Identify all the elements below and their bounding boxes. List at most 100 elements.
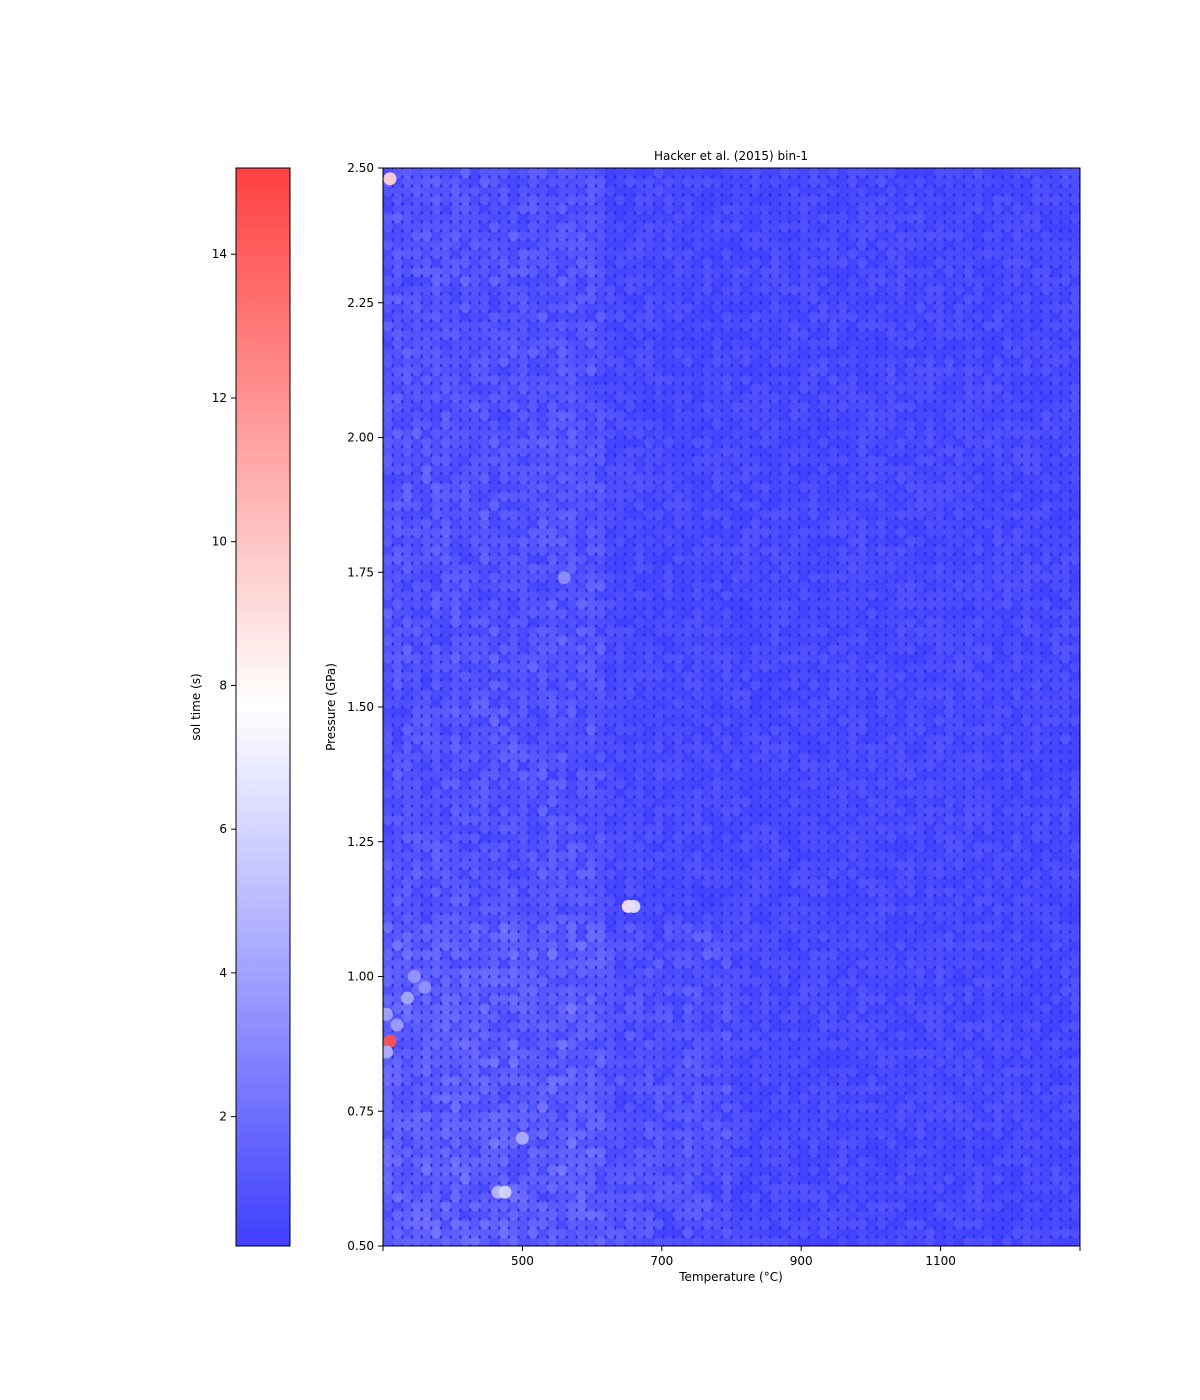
data-point: [663, 1100, 674, 1113]
data-point: [963, 984, 974, 996]
data-point: [460, 1118, 471, 1131]
data-point: [789, 1100, 800, 1113]
data-point: [915, 1047, 926, 1059]
data-point: [837, 1226, 849, 1239]
data-point: [1011, 1100, 1023, 1113]
data-point: [856, 1011, 868, 1023]
data-point: [760, 1002, 771, 1014]
data-point: [682, 1065, 694, 1077]
data-point: [644, 1127, 655, 1140]
data-point: [953, 993, 965, 1005]
data-point: [489, 1074, 500, 1086]
data-point: [876, 948, 887, 960]
data-point: [547, 1065, 558, 1077]
data-point: [895, 1065, 907, 1077]
data-point: [915, 1100, 926, 1113]
data-point: [1002, 1038, 1013, 1050]
data-point: [392, 912, 403, 924]
data-point: [498, 1208, 510, 1221]
data-point: [673, 1199, 684, 1212]
data-point: [450, 1074, 461, 1086]
data-point: [740, 1109, 752, 1122]
data-point: [827, 1118, 839, 1131]
data-point: [614, 1181, 626, 1194]
data-point: [692, 1029, 703, 1041]
data-point: [1069, 1047, 1080, 1059]
data-point: [402, 1181, 413, 1194]
data-point: [779, 1136, 790, 1149]
data-point: [760, 1154, 771, 1167]
data-point: [789, 1020, 800, 1032]
data-point: [992, 1136, 1003, 1149]
data-point: [566, 1145, 577, 1158]
data-point: [1069, 1181, 1080, 1194]
data-point: [740, 912, 752, 924]
data-point: [537, 1029, 548, 1041]
data-point: [1069, 1172, 1080, 1185]
data-point: [808, 1029, 819, 1041]
data-point: [886, 921, 897, 933]
data-point: [895, 1172, 907, 1185]
data-point: [856, 1074, 868, 1086]
data-point: [1060, 1154, 1071, 1167]
data-point: [818, 984, 829, 996]
data-point: [915, 1154, 926, 1167]
data-point: [750, 1181, 761, 1194]
data-point: [1050, 1002, 1061, 1014]
data-point: [421, 1154, 432, 1167]
data-point: [1040, 930, 1052, 942]
data-point: [1011, 1020, 1023, 1032]
data-point: [1060, 930, 1071, 942]
data-point: [1011, 1235, 1023, 1246]
data-point: [508, 1172, 519, 1185]
data-point: [808, 939, 819, 951]
data-point: [905, 1163, 916, 1176]
data-point: [682, 1136, 694, 1149]
data-point: [508, 1100, 519, 1113]
data-point: [566, 1217, 577, 1230]
data-point: [992, 1145, 1003, 1158]
data-point: [469, 1127, 481, 1140]
data-point: [566, 1056, 577, 1068]
data-point: [624, 948, 636, 960]
data-point: [944, 1235, 955, 1246]
data-point: [411, 1181, 423, 1194]
data-point: [740, 1002, 752, 1014]
data-point: [944, 1118, 955, 1131]
data-point: [692, 1172, 703, 1185]
data-point: [440, 1208, 452, 1221]
data-point: [789, 1199, 800, 1212]
data-point: [924, 1226, 936, 1239]
data-point: [953, 1109, 965, 1122]
data-point: [576, 1029, 587, 1041]
data-point: [537, 1065, 548, 1077]
data-point: [1021, 1226, 1032, 1239]
data-point: [402, 1011, 413, 1023]
data-point: [634, 975, 645, 987]
data-point: [1002, 1065, 1013, 1077]
data-point: [953, 975, 965, 987]
data-point: [498, 1082, 510, 1095]
data-point: [624, 1208, 636, 1221]
data-point: [1040, 1002, 1052, 1014]
data-point: [527, 1047, 539, 1059]
data-point: [527, 1154, 539, 1167]
data-point: [1031, 1038, 1042, 1050]
data-point: [740, 1181, 752, 1194]
data-point: [1021, 1011, 1032, 1023]
data-point: [847, 1056, 858, 1068]
data-point: [673, 984, 684, 996]
data-point: [663, 975, 674, 987]
data-point: [866, 1091, 878, 1104]
data-point: [585, 1109, 597, 1122]
data-point: [663, 930, 674, 942]
data-point: [973, 1091, 984, 1104]
data-point: [982, 1190, 994, 1203]
data-point: [498, 1217, 510, 1230]
data-point: [750, 1145, 761, 1158]
data-point: [431, 1074, 442, 1086]
data-point: [460, 1020, 471, 1032]
data-point: [673, 1100, 684, 1113]
data-point: [827, 1154, 839, 1167]
data-point: [489, 930, 500, 942]
